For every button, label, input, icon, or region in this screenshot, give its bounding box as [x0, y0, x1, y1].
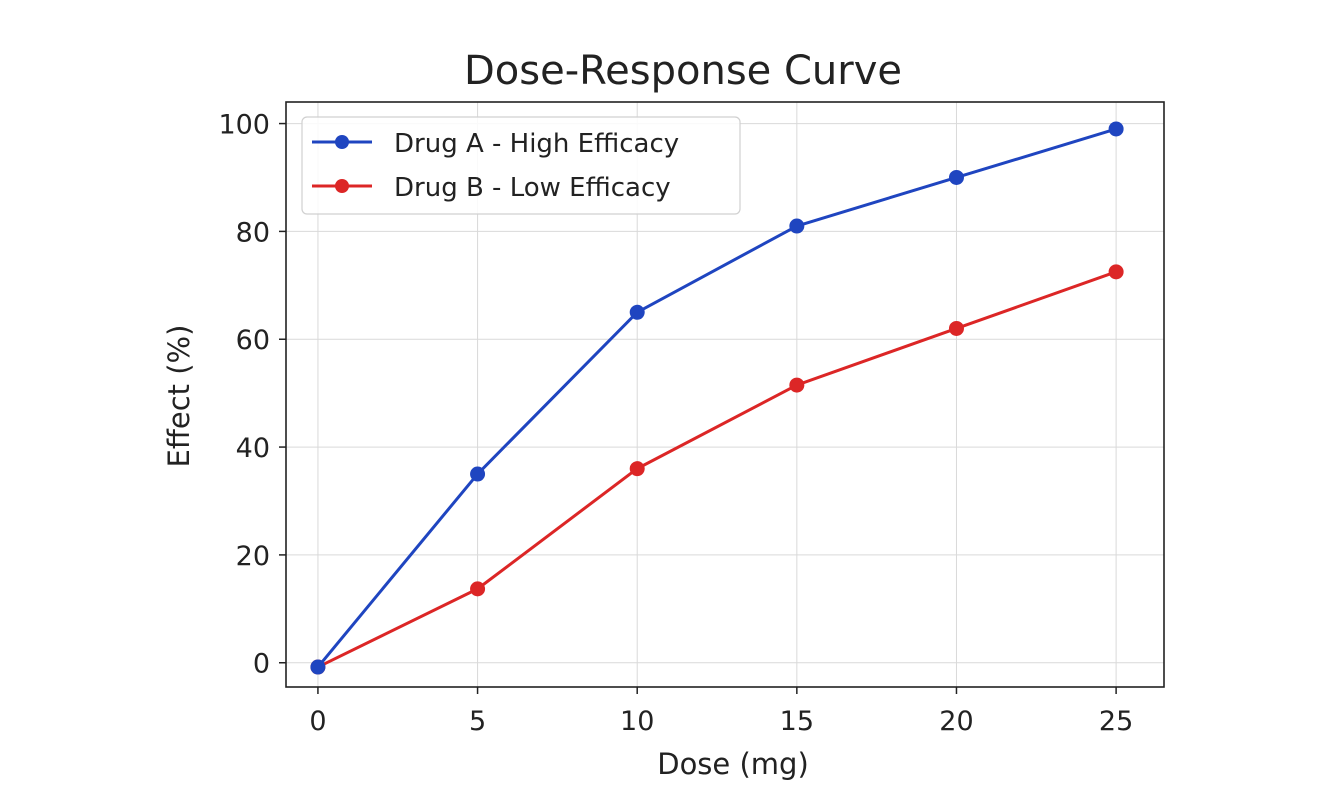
series-drug-b-low-efficacy — [310, 264, 1124, 675]
data-point — [629, 304, 645, 320]
chart-title: Dose-Response Curve — [464, 48, 902, 94]
data-point — [1108, 121, 1124, 137]
series-layer — [310, 121, 1124, 675]
legend-box — [301, 116, 741, 215]
data-point — [310, 659, 326, 675]
x-axis-label: Dose (mg) — [657, 747, 809, 781]
data-point — [629, 461, 645, 477]
data-point — [948, 320, 964, 336]
data-point — [789, 377, 805, 393]
series-line — [316, 127, 1117, 669]
x-tick-label: 20 — [939, 706, 973, 737]
legend-marker-drug-a — [335, 135, 349, 149]
y-tick-label: 100 — [218, 110, 270, 141]
legend-label-drug-b: Drug B - Low Efficacy — [394, 173, 671, 203]
y-tick-label: 40 — [236, 433, 270, 464]
data-point — [1108, 264, 1124, 280]
x-tick-label: 0 — [309, 706, 326, 737]
x-tick-label: 15 — [780, 706, 814, 737]
y-tick-label: 20 — [236, 541, 270, 572]
x-tick-label: 5 — [469, 706, 486, 737]
legend: Drug A - High Efficacy Drug B - Low Effi… — [301, 116, 741, 215]
x-tick-label: 10 — [620, 706, 654, 737]
data-point — [470, 581, 486, 597]
y-axis: 0 20 40 60 80 100 — [218, 110, 286, 680]
legend-label-drug-a: Drug A - High Efficacy — [394, 129, 679, 159]
data-point — [470, 466, 486, 482]
series-drug-a-high-efficacy — [310, 121, 1124, 675]
plot-frame — [285, 101, 1165, 688]
data-point — [948, 169, 964, 185]
y-tick-label: 60 — [236, 325, 270, 356]
x-tick-label: 25 — [1099, 706, 1133, 737]
legend-marker-drug-b — [335, 179, 349, 193]
y-tick-label: 0 — [253, 649, 270, 680]
y-axis-label: Effect (%) — [162, 325, 196, 468]
data-point — [789, 218, 805, 234]
y-tick-label: 80 — [236, 217, 270, 248]
x-axis: 0 5 10 15 20 25 — [309, 687, 1133, 737]
series-line — [317, 270, 1117, 669]
